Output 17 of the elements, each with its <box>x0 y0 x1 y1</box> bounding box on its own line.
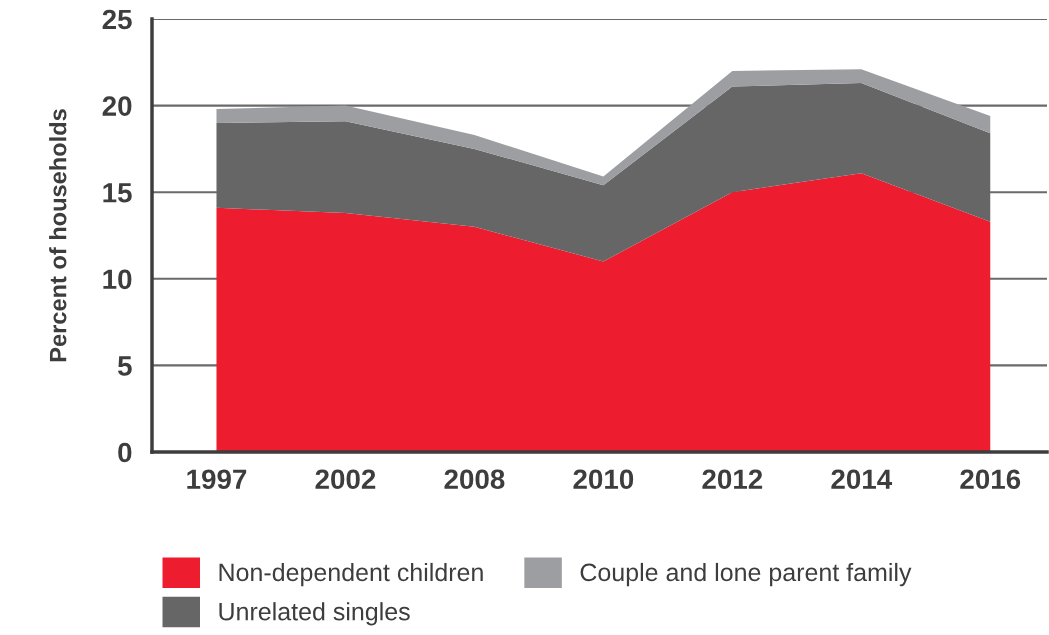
y-tick-label: 0 <box>118 442 132 463</box>
legend-label: Unrelated singles <box>219 602 410 626</box>
y-tick-label: 15 <box>103 183 132 203</box>
legend-label: Couple and lone parent family <box>580 562 912 587</box>
x-tick-label: 1997 <box>187 469 247 490</box>
x-tick-label: 2008 <box>444 469 505 490</box>
x-tick-label: 2010 <box>573 469 634 490</box>
legend-label: Non-dependent children <box>219 562 483 587</box>
y-tick-label: 10 <box>103 269 132 290</box>
x-tick-label: 2012 <box>702 469 763 490</box>
y-tick-label: 5 <box>117 356 132 376</box>
x-tick-label: 2014 <box>831 469 893 490</box>
y-tick-label: 20 <box>102 96 132 116</box>
y-axis-title: Percent of households <box>49 109 67 362</box>
y-tick-label: 25 <box>102 9 132 30</box>
x-tick-label: 2016 <box>960 469 1021 490</box>
x-tick-label: 2002 <box>315 469 376 490</box>
